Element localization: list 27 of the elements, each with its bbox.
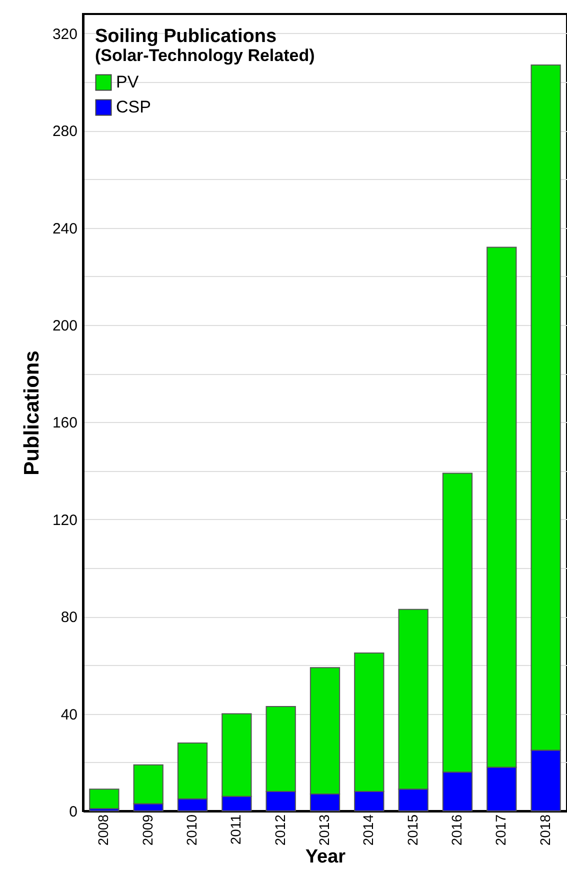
x-tick-label: 2012 [272, 814, 288, 846]
x-tick-label: 2009 [139, 814, 156, 846]
y-tick-label: 280 [52, 123, 78, 140]
x-tick-label: 2015 [404, 814, 420, 846]
text: (Solar-Technology Related) [95, 46, 315, 65]
legend-label: CSP [116, 98, 151, 116]
legend-label: PV [116, 72, 140, 92]
y-tick-label: 80 [60, 609, 78, 626]
x-tick-label: 2008 [95, 814, 112, 846]
y-tick-label: 160 [52, 414, 78, 432]
y-tick-label: 240 [52, 220, 78, 238]
y-tick-label: 320 [52, 26, 78, 43]
y-tick-label: 40 [60, 706, 78, 724]
y-tick-label: 0 [69, 804, 78, 820]
y-tick-label: 200 [52, 318, 78, 335]
y-tick-label: 120 [52, 512, 78, 529]
text: Soiling Publications [95, 26, 277, 47]
y-axis-title: Publications [20, 350, 44, 476]
x-tick-label: 2014 [360, 814, 376, 846]
x-tick-label: 2016 [448, 814, 464, 846]
bar [89, 788, 120, 810]
x-tick-label: 2013 [316, 814, 332, 846]
x-tick-label: 2017 [492, 814, 509, 846]
x-tick-label: 2018 [536, 814, 553, 846]
x-tick-label: 2010 [184, 814, 200, 846]
x-axis-title: Year [305, 846, 346, 868]
x-tick-label: 2011 [228, 814, 244, 845]
